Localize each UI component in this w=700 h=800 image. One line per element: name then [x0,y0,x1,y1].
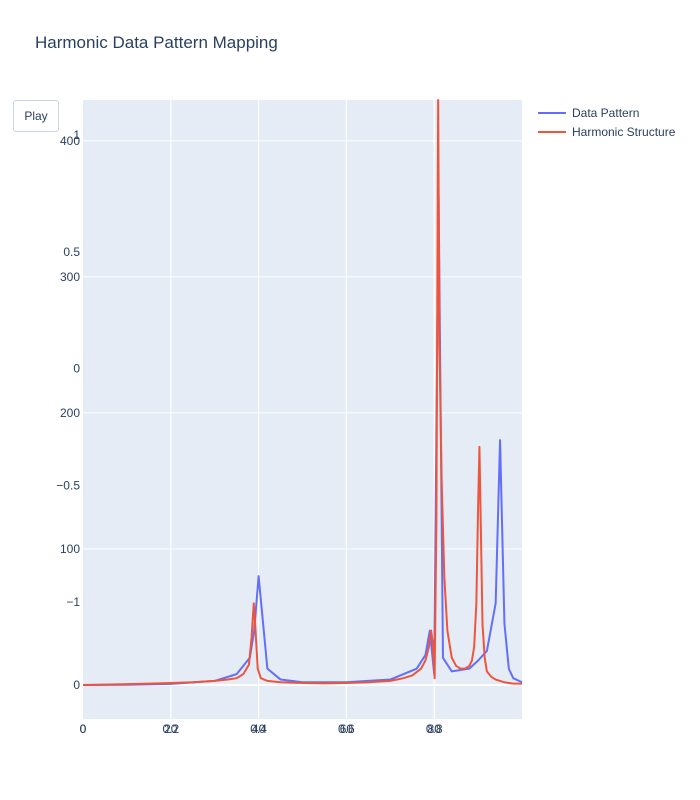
y2-tick-label: −0.5 [56,478,80,492]
x-tick-label: 20 [164,722,178,736]
legend-item-harmonic-structure[interactable]: Harmonic Structure [538,125,675,139]
play-button[interactable]: Play [13,100,59,132]
chart-title: Harmonic Data Pattern Mapping [35,33,278,52]
legend-item-data-pattern[interactable]: Data Pattern [538,106,639,120]
y-tick-label: 0 [73,678,80,692]
y-tick-label: 200 [60,406,80,420]
y-tick-label: 100 [60,542,80,556]
y-tick-label: 400 [60,134,80,148]
x2-tick-label: 0.4 [250,722,267,736]
x-tick-label: 80 [428,722,442,736]
x2-tick-label: 0.8 [426,722,443,736]
x-tick-label: 60 [340,722,354,736]
x-tick-label: 40 [252,722,266,736]
x2-tick-label: 0.2 [162,722,179,736]
series-line-harmonic-structure [82,99,522,686]
x2-tick-label: 0 [80,722,87,736]
legend-swatch-data-pattern [538,112,566,114]
y-tick-label: 300 [60,270,80,284]
plot-background [83,100,522,719]
x-tick-label: 0 [80,722,87,736]
y2-tick-label: 1 [73,128,80,142]
legend-label-data-pattern: Data Pattern [572,106,640,120]
y2-tick-label: 0 [73,362,80,376]
y2-tick-label: 0.5 [63,245,80,259]
x2-tick-label: 0.6 [338,722,355,736]
legend-swatch-harmonic-structure [538,131,566,133]
legend-label-harmonic-structure: Harmonic Structure [572,125,676,139]
y2-tick-label: −1 [66,595,80,609]
series-line-data-pattern [82,194,523,686]
